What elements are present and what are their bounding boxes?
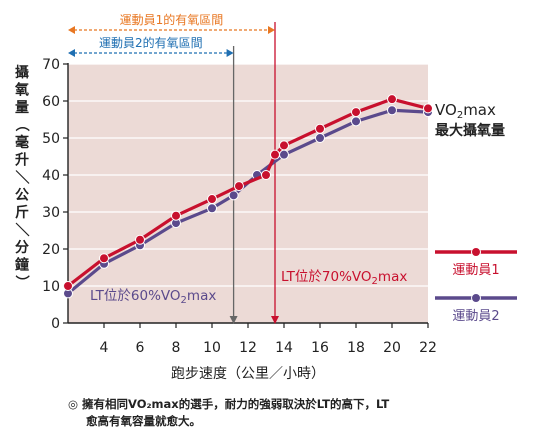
series-1-point bbox=[63, 281, 73, 291]
y-axis-title-char: 攝 bbox=[15, 64, 29, 81]
series-1-point bbox=[270, 149, 280, 160]
y-tick-label: 70 bbox=[42, 57, 60, 73]
series-1-point bbox=[207, 194, 217, 205]
legend: 運動員1 運動員2 bbox=[435, 247, 517, 324]
label-segment: LT位於60%VO bbox=[90, 288, 181, 304]
caption-line-1: ◎ 擁有相同VO₂max的選手，耐力的強弱取決於LT的高下，LT bbox=[68, 397, 390, 411]
lt-athlete-2-label: LT位於60%VO2max bbox=[90, 288, 216, 306]
subscript: 2 bbox=[457, 110, 463, 121]
vo2max-subtitle: 最大攝氧量 bbox=[435, 122, 505, 139]
label-segment: max bbox=[378, 269, 407, 285]
legend-label-2: 運動員2 bbox=[452, 309, 499, 324]
series-2-point bbox=[351, 116, 361, 127]
y-axis-title-char: 斤 bbox=[15, 204, 29, 221]
x-tick-label: 18 bbox=[347, 340, 365, 356]
legend-marker-2 bbox=[471, 293, 481, 303]
y-axis-title-char: ／ bbox=[13, 170, 29, 184]
y-tick-label: 20 bbox=[42, 242, 60, 258]
label-segment: LT位於70%VO bbox=[281, 269, 372, 285]
lt-athlete-1-label: LT位於70%VO2max bbox=[281, 269, 407, 287]
y-axis-title-char: 分 bbox=[15, 240, 29, 256]
series-1-point bbox=[261, 170, 271, 180]
y-axis-title-char: 量 bbox=[15, 100, 29, 116]
series-2-point bbox=[387, 105, 397, 116]
lt-athlete-2-arrowhead bbox=[229, 316, 238, 324]
label-segment: max bbox=[187, 288, 216, 304]
y-axis-title-char: 鐘 bbox=[15, 257, 29, 274]
x-tick-label: 12 bbox=[239, 340, 257, 356]
range-2-label: 運動員2的有氧區間 bbox=[99, 35, 203, 50]
label-segment: VO bbox=[435, 101, 457, 119]
series-1-point bbox=[99, 253, 109, 264]
legend-label-1: 運動員1 bbox=[452, 263, 499, 278]
annotation-layer: 運動員1的有氧區間 運動員2的有氧區間 LT位於70%VO2max LT位於60… bbox=[68, 12, 505, 306]
range-1-label: 運動員1的有氧區間 bbox=[120, 12, 224, 27]
subscript: 2 bbox=[372, 276, 378, 287]
x-tick-label: 16 bbox=[311, 340, 329, 356]
x-tick-label: 10 bbox=[203, 340, 221, 356]
series-1-point bbox=[171, 210, 181, 221]
y-tick-label: 10 bbox=[42, 279, 60, 295]
series-1-point bbox=[423, 103, 433, 114]
x-tick-label: 4 bbox=[100, 340, 109, 356]
y-tick-label: 50 bbox=[42, 131, 60, 147]
lt-athlete-1-arrowhead bbox=[271, 316, 279, 324]
series-1-point bbox=[387, 94, 397, 105]
figure-caption: ◎ 擁有相同VO₂max的選手，耐力的強弱取決於LT的高下，LT 愈高有氧容量就… bbox=[68, 396, 518, 430]
y-axis-title-char: （ bbox=[13, 118, 29, 132]
range-2-arrowhead-left bbox=[68, 49, 75, 57]
vline-layer bbox=[229, 22, 279, 324]
gridline-layer bbox=[68, 63, 428, 287]
series-1-point bbox=[351, 107, 361, 118]
y-axis-title-char: ／ bbox=[13, 223, 29, 237]
y-axis-title-char: 毫 bbox=[15, 134, 29, 151]
series-1-point bbox=[279, 140, 289, 151]
series-1-point bbox=[315, 123, 325, 134]
vo2max-label: VO2max bbox=[435, 101, 496, 121]
x-tick-label: 8 bbox=[172, 340, 181, 356]
series-1-point bbox=[135, 234, 145, 245]
y-axis-title-char: 氧 bbox=[14, 82, 29, 99]
series-2-point bbox=[315, 133, 325, 143]
y-tick-label: 0 bbox=[51, 316, 60, 332]
caption-line-2: 愈高有氧容量就愈大。 bbox=[86, 414, 201, 428]
label-segment: max bbox=[463, 101, 496, 119]
x-axis-title: 跑步速度（公里／小時） bbox=[171, 366, 325, 382]
subscript: 2 bbox=[181, 295, 187, 306]
y-axis-title-char: 升 bbox=[15, 152, 29, 169]
range-1-arrowhead-left bbox=[68, 26, 75, 34]
series-2-point bbox=[279, 149, 289, 160]
y-axis-title-char: 公 bbox=[15, 188, 29, 204]
y-tick-label: 30 bbox=[42, 205, 60, 221]
series-layer bbox=[63, 94, 433, 299]
x-tick-label: 14 bbox=[275, 340, 293, 356]
range-2-arrowhead-right bbox=[226, 49, 234, 57]
series-2-point bbox=[207, 203, 217, 214]
range-1-arrowhead-right bbox=[268, 26, 275, 34]
x-tick-label: 6 bbox=[136, 340, 145, 356]
y-axis-title-char: ） bbox=[13, 275, 29, 289]
y-tick-label: 60 bbox=[42, 94, 60, 110]
series-1-point bbox=[234, 181, 244, 192]
x-tick-label: 22 bbox=[419, 340, 437, 356]
x-tick-label: 20 bbox=[383, 340, 401, 356]
legend-marker-1 bbox=[471, 247, 481, 257]
y-tick-label: 40 bbox=[42, 168, 60, 184]
axis-titles: 跑步速度（公里／小時） 攝氧量（毫升／公斤／分鐘） bbox=[13, 64, 325, 382]
series-2-point bbox=[228, 190, 239, 201]
